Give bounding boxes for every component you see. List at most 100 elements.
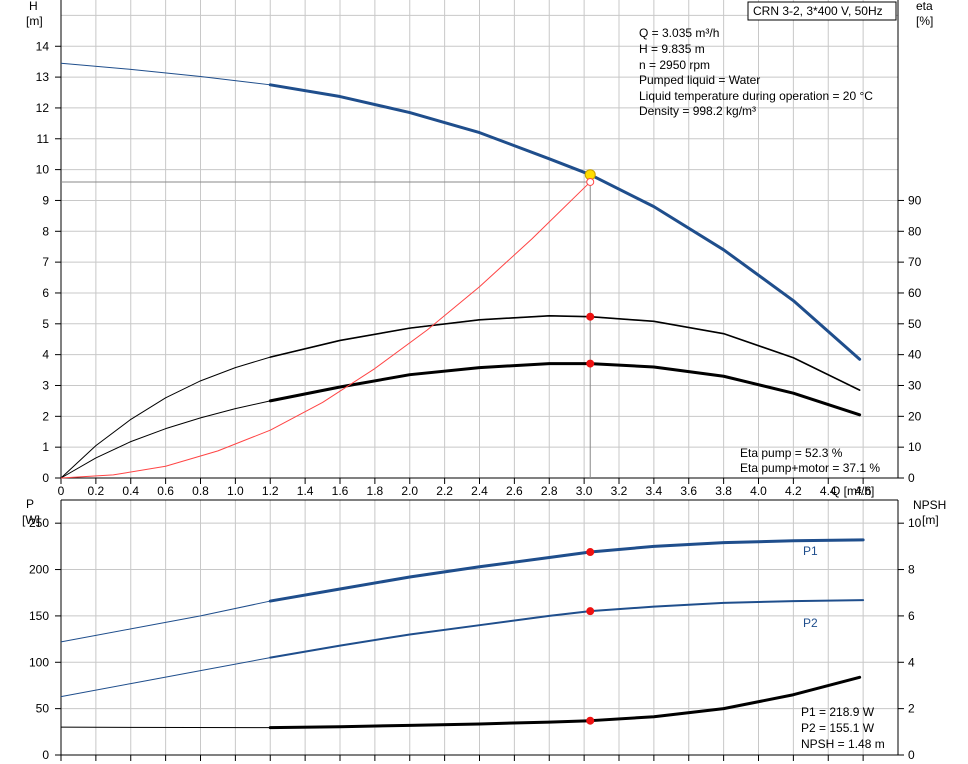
x-tick-label: 1.4: [297, 484, 314, 498]
x-tick-label: 2.2: [436, 484, 453, 498]
p1-readout: P1 = 218.9 W: [801, 705, 875, 719]
right-tick-label: 0: [908, 471, 915, 485]
x-tick-label: 1.8: [367, 484, 384, 498]
x-tick-label: 3.6: [680, 484, 697, 498]
x-tick-label: 0.6: [157, 484, 174, 498]
left-tick-label: 250: [29, 516, 49, 530]
grid-layer: [61, 0, 898, 755]
eta-axis-label: eta: [916, 0, 933, 13]
right-tick-label: 80: [908, 224, 922, 238]
eta-pump-motor-point: [586, 359, 595, 368]
x-tick-label: 3.0: [576, 484, 593, 498]
x-tick-label: 2.8: [541, 484, 558, 498]
npsh-operating-range: [268, 675, 862, 730]
x-tick-label: 3.4: [646, 484, 663, 498]
eta-axis-unit: [%]: [916, 14, 933, 28]
right-tick-label: 50: [908, 317, 922, 331]
left-tick-label: 13: [36, 70, 50, 84]
eta-motor-readout: Eta pump+motor = 37.1 %: [740, 461, 880, 475]
x-tick-label: 1.0: [227, 484, 244, 498]
right-tick-label: 6: [908, 609, 915, 623]
x-tick-label: 2.4: [471, 484, 488, 498]
right-tick-label: 90: [908, 193, 922, 207]
info-density: Density = 998.2 kg/m³: [639, 104, 756, 118]
x-tick-label: 4.0: [750, 484, 767, 498]
p1-series-label: P1: [803, 544, 818, 558]
eta-pump-motor-operating-range: [268, 362, 862, 417]
curve-layer: [60, 62, 865, 730]
p1-operating-range: [268, 538, 865, 603]
info-flow: Q = 3.035 m³/h: [639, 26, 719, 40]
p2-point: [586, 607, 595, 616]
left-tick-label: 10: [36, 163, 50, 177]
left-tick-label: 3: [42, 378, 49, 392]
x-tick-label: 4.4: [820, 484, 837, 498]
right-tick-label: 8: [908, 563, 915, 577]
system-curve-curve: [60, 181, 591, 479]
head-operating-range: [268, 83, 862, 361]
right-tick-label: 0: [908, 748, 915, 762]
flow-axis-label: Q [m³/h]: [831, 484, 874, 498]
left-tick-label: 14: [36, 39, 50, 53]
left-tick-label: 6: [42, 286, 49, 300]
left-tick-label: 150: [29, 609, 49, 623]
eta-pump-point: [586, 312, 595, 321]
x-tick-label: 3.2: [611, 484, 628, 498]
right-tick-label: 70: [908, 255, 922, 269]
p2-operating-range: [269, 599, 865, 659]
left-tick-label: 1: [42, 440, 49, 454]
x-tick-label: 2.6: [506, 484, 523, 498]
system-point: [586, 177, 595, 186]
eta-pump-readout: Eta pump = 52.3 %: [740, 446, 843, 460]
right-tick-label: 2: [908, 702, 915, 716]
pump-title: CRN 3-2, 3*400 V, 50Hz: [753, 4, 883, 18]
x-tick-label: 4.2: [785, 484, 802, 498]
left-tick-label: 9: [42, 193, 49, 207]
info-speed: n = 2950 rpm: [639, 58, 710, 72]
marker-layer: [584, 169, 596, 725]
x-tick-label: 2.0: [401, 484, 418, 498]
power-axis-label: P: [26, 497, 34, 511]
x-tick-label: 1.6: [332, 484, 349, 498]
right-tick-label: 30: [908, 378, 922, 392]
left-tick-label: 8: [42, 224, 49, 238]
left-tick-label: 5: [42, 317, 49, 331]
right-tick-label: 10: [908, 440, 922, 454]
left-tick-label: 7: [42, 255, 49, 269]
left-tick-label: 0: [42, 748, 49, 762]
left-tick-label: 12: [36, 101, 50, 115]
p2-readout: P2 = 155.1 W: [801, 721, 875, 735]
right-tick-label: 4: [908, 655, 915, 669]
right-tick-label: 20: [908, 409, 922, 423]
x-tick-label: 3.8: [715, 484, 732, 498]
power-axis-unit: [W]: [22, 513, 40, 527]
head-axis-unit: [m]: [26, 14, 43, 28]
info-liquid: Pumped liquid = Water: [639, 73, 760, 87]
x-tick-label: 4.6: [855, 484, 872, 498]
left-tick-label: 2: [42, 409, 49, 423]
info-temperature: Liquid temperature during operation = 20…: [639, 89, 873, 103]
info-head: H = 9.835 m: [639, 42, 705, 56]
npsh-readout: NPSH = 1.48 m: [801, 737, 885, 751]
left-tick-label: 100: [29, 655, 49, 669]
p2-series-label: P2: [803, 616, 818, 630]
left-tick-label: 50: [36, 702, 50, 716]
left-tick-label: 200: [29, 563, 49, 577]
right-tick-label: 10: [908, 516, 922, 530]
right-tick-label: 40: [908, 348, 922, 362]
x-tick-label: 1.2: [262, 484, 279, 498]
axes-layer: 0123456789101112131401020304050607080900…: [29, 0, 922, 762]
npsh-point: [586, 716, 595, 725]
x-tick-label: 0.8: [192, 484, 209, 498]
p2-curve: [60, 599, 864, 698]
x-tick-label: 0.4: [122, 484, 139, 498]
title-box: [747, 1, 897, 21]
left-tick-label: 11: [37, 132, 50, 146]
npsh-axis-unit: [m]: [922, 513, 939, 527]
right-tick-label: 60: [908, 286, 922, 300]
left-tick-label: 4: [42, 348, 49, 362]
npsh-curve: [60, 676, 860, 729]
npsh-axis-label: NPSH: [913, 498, 946, 512]
x-tick-label: 0.2: [88, 484, 105, 498]
